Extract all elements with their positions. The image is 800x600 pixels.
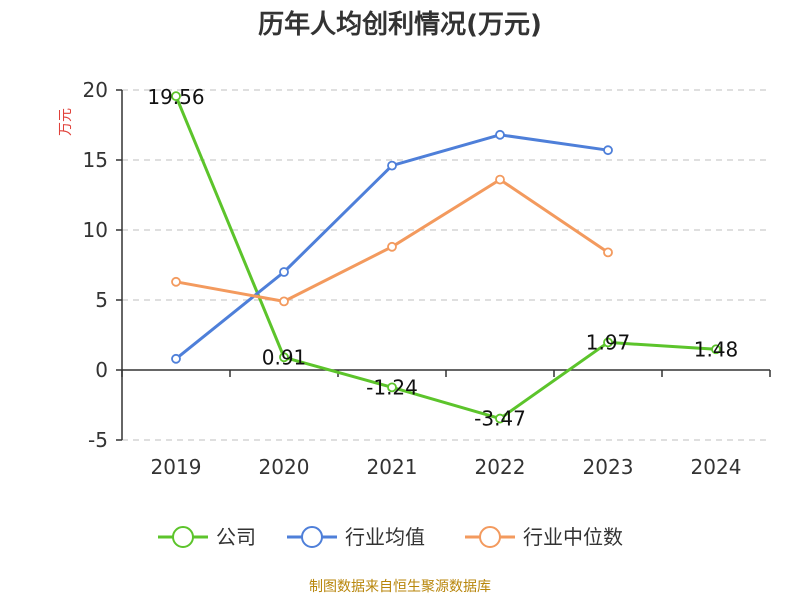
source-note: 制图数据来自恒生聚源数据库	[309, 579, 491, 595]
legend-label: 公司	[216, 525, 256, 549]
data-point-industry_median	[387, 241, 397, 252]
data-point-industry_avg	[495, 129, 505, 140]
data-point-company	[387, 382, 397, 393]
data-point-company	[711, 344, 721, 355]
legend-item-industry_avg: 行业均值	[287, 525, 425, 549]
data-point-company	[495, 413, 505, 424]
data-labels: 19.56 0.91 -1.24 -3.47 1.97 1.48	[147, 85, 738, 430]
data-label: -1.24	[366, 375, 418, 399]
legend-marker	[172, 526, 194, 548]
data-point-industry_avg	[171, 353, 181, 364]
y-tick-label: 5	[95, 288, 108, 312]
legend-label: 行业均值	[345, 525, 425, 549]
legend-label: 行业中位数	[523, 525, 623, 549]
y-axis-label: 万元	[58, 108, 74, 136]
data-point-industry_median	[171, 276, 181, 287]
series-line-company	[174, 95, 717, 421]
x-tick-label: 2020	[259, 455, 310, 479]
legend-item-company: 公司	[158, 525, 256, 549]
series-line-industry_median	[175, 178, 609, 303]
data-point-company	[603, 337, 613, 348]
data-label: 19.56	[147, 85, 204, 109]
series-lines	[171, 91, 721, 424]
y-tick-label: 10	[83, 218, 108, 242]
legend-marker	[301, 526, 323, 548]
data-point-industry_avg	[387, 160, 397, 171]
axes: -5 0 5 10 15 20 万元 2019 2020 2021 2022 2023 2024	[58, 78, 771, 479]
data-point-industry_median	[603, 247, 613, 258]
data-point-company	[171, 91, 181, 102]
data-label: 0.91	[262, 345, 307, 369]
y-tick-label: 15	[83, 148, 108, 172]
chart-title: 历年人均创利情况(万元)	[258, 10, 542, 40]
data-label: 1.97	[586, 330, 631, 354]
data-label: 1.48	[694, 337, 739, 361]
x-tick-label: 2024	[691, 455, 742, 479]
data-point-industry_avg	[279, 267, 289, 277]
x-tick-label: 2023	[583, 455, 634, 479]
data-point-industry_avg	[603, 145, 613, 156]
x-tick-label: 2019	[151, 455, 202, 479]
x-tick-label: 2022	[475, 455, 526, 479]
legend-marker	[479, 526, 501, 548]
grid-lines	[122, 89, 770, 441]
y-tick-label: 0	[95, 358, 108, 382]
y-tick-label: -5	[88, 428, 108, 452]
legend-item-industry_median: 行业中位数	[465, 525, 623, 549]
data-point-company	[279, 352, 289, 363]
x-tick-label: 2021	[367, 455, 418, 479]
legend: 公司 行业均值 行业中位数	[158, 525, 623, 549]
y-tick-label: 20	[83, 78, 108, 102]
data-label: -3.47	[474, 407, 526, 431]
data-point-industry_median	[495, 174, 505, 185]
data-point-industry_median	[279, 296, 289, 307]
